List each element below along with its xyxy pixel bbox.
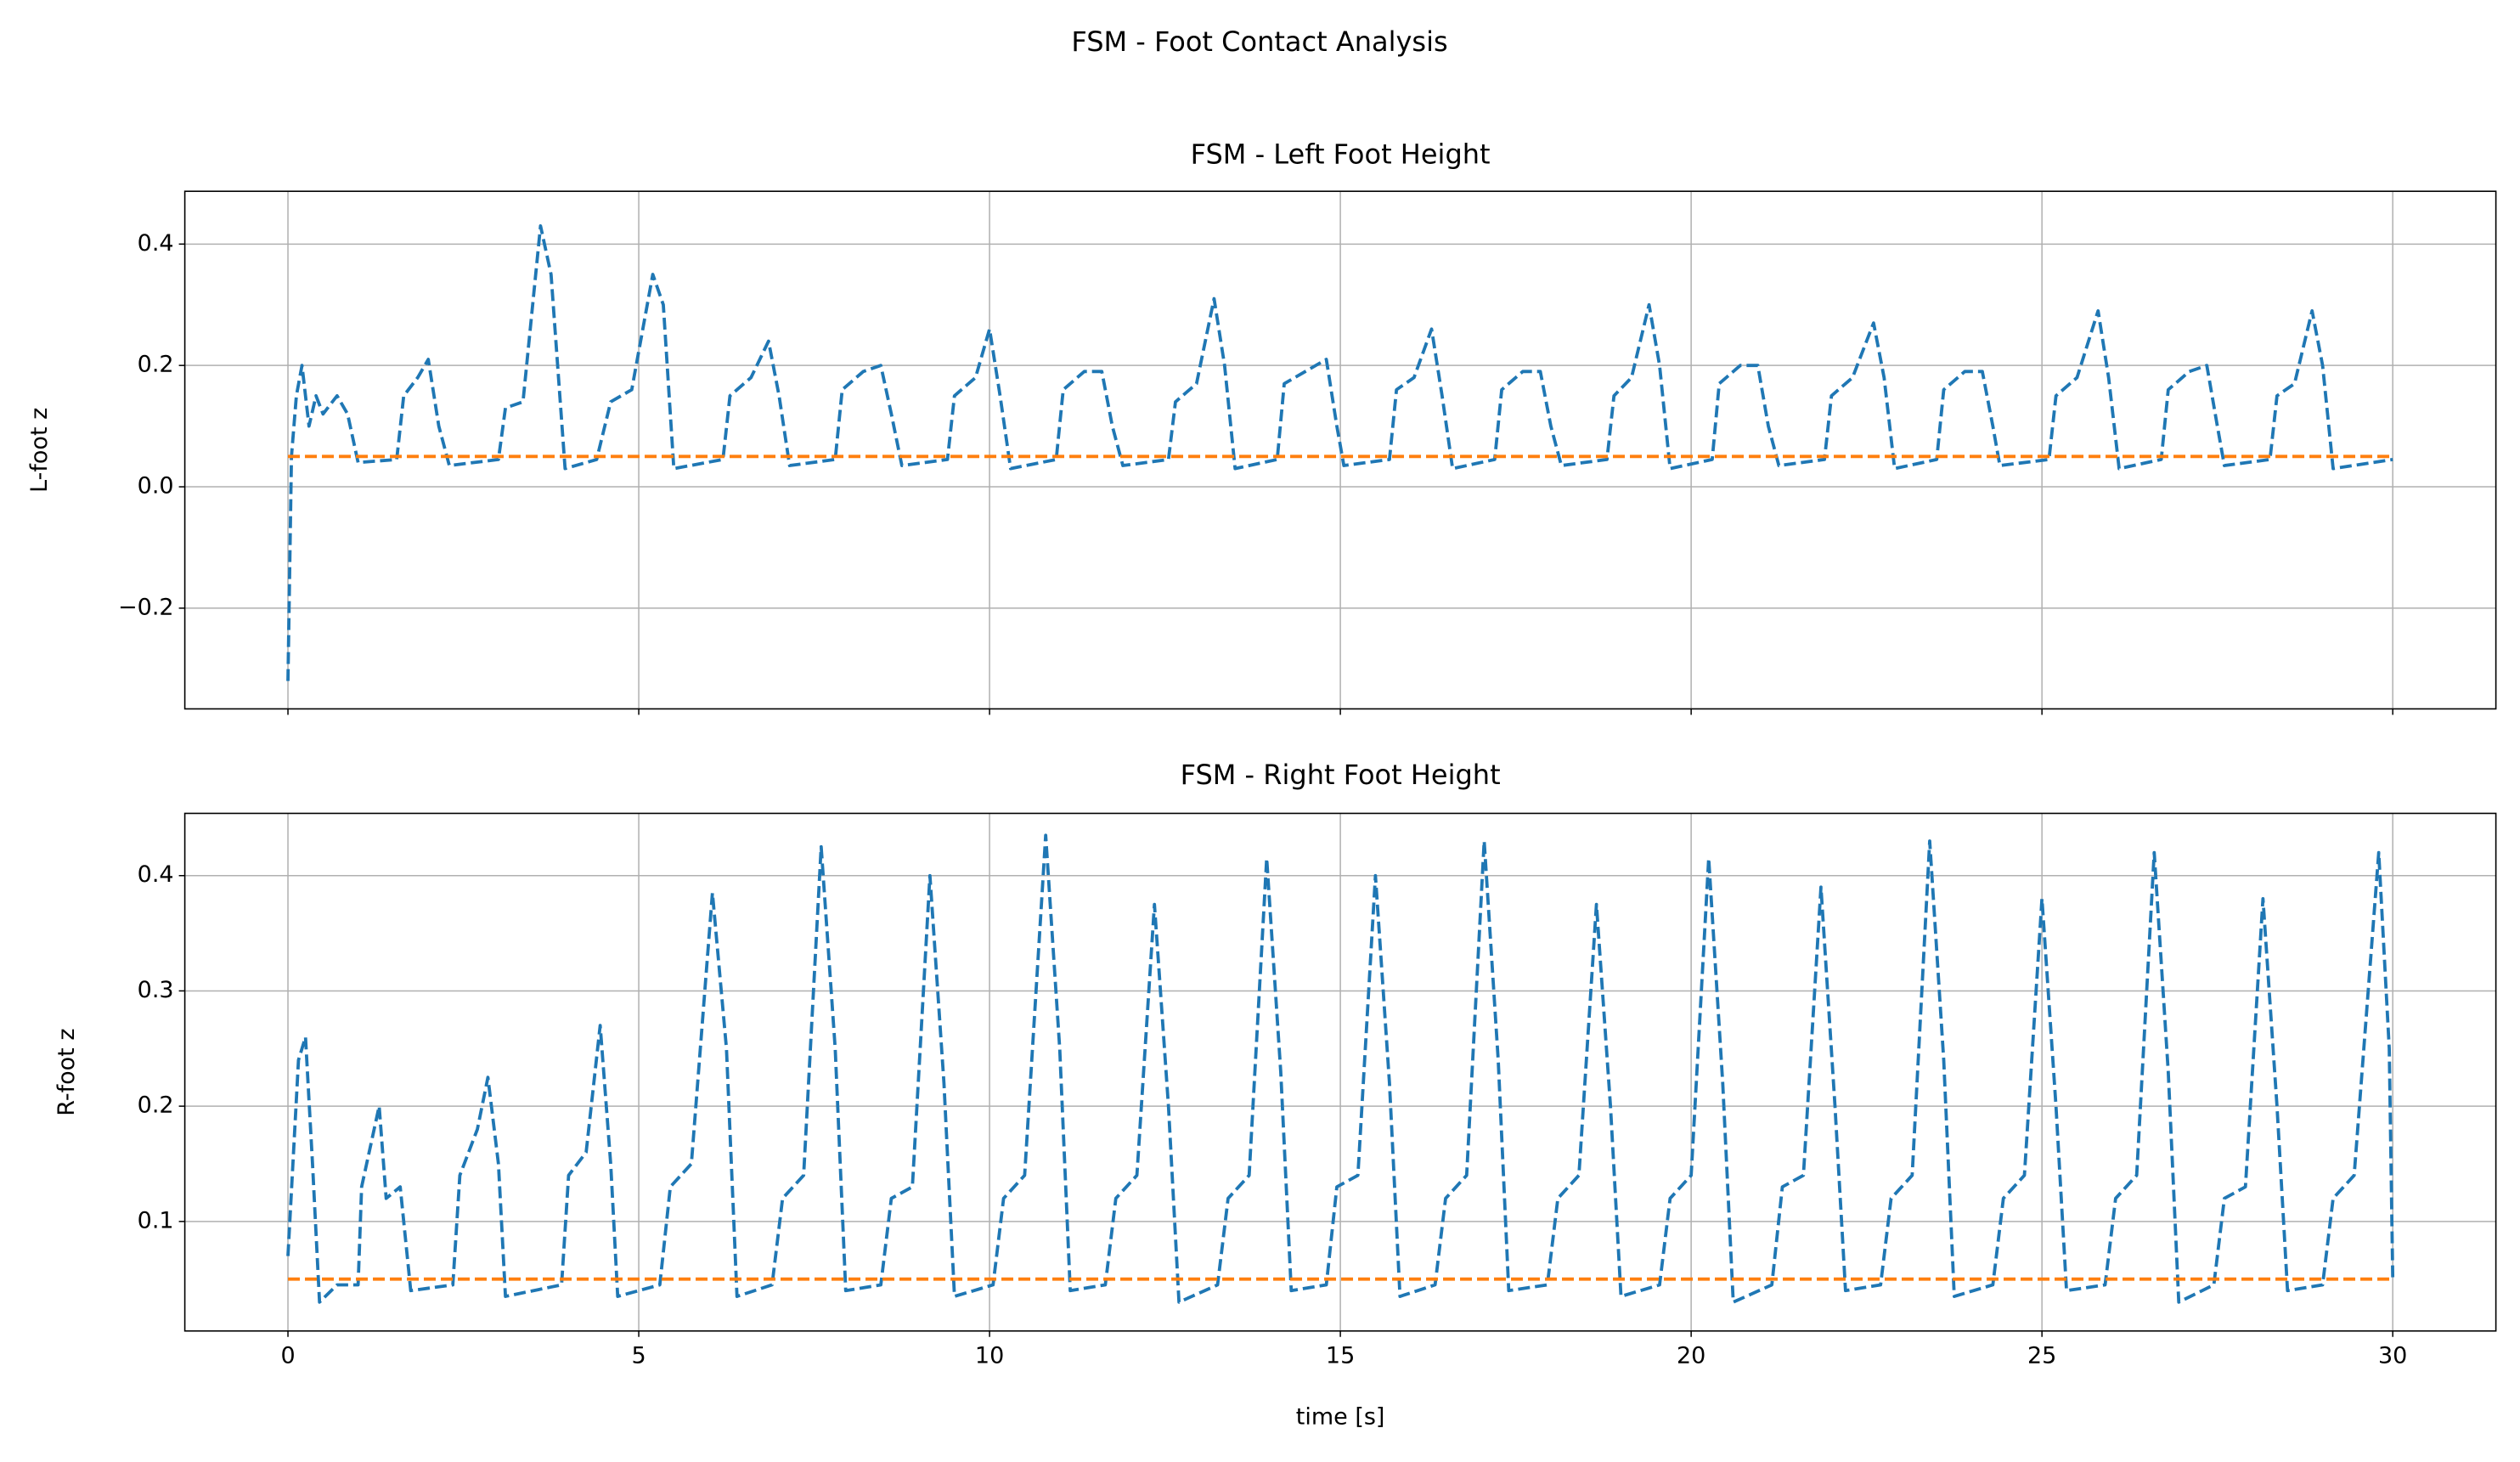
y-tick-label: 0.2: [138, 1092, 174, 1119]
y-tick-label: 0.1: [138, 1207, 174, 1233]
axes-title: FSM - Right Foot Height: [1181, 759, 1501, 791]
x-tick-label: 20: [1677, 1342, 1705, 1369]
data-line: [286, 833, 2395, 1304]
y-tick-label: 0.2: [138, 352, 174, 378]
y-tick-label: 0.0: [138, 473, 174, 500]
axes-frame: [183, 190, 2497, 710]
x-tick-label: 0: [280, 1342, 295, 1369]
x-tick-label: 25: [2027, 1342, 2056, 1369]
x-tick-label: 5: [631, 1342, 646, 1369]
y-tick-label: 0.4: [138, 230, 174, 257]
y-tick-label: −0.2: [118, 594, 174, 620]
x-tick-label: 30: [2378, 1342, 2407, 1369]
x-tick-label: 10: [975, 1342, 1004, 1369]
y-axis-label: R-foot z: [54, 1028, 80, 1115]
data-line: [286, 223, 2393, 681]
y-tick-label: 0.3: [138, 977, 174, 1003]
axes-title: FSM - Left Foot Height: [1191, 138, 1491, 171]
y-tick-label: 0.4: [138, 861, 174, 888]
x-axis-label: time [s]: [1296, 1403, 1385, 1430]
axes-frame: [183, 812, 2497, 1332]
x-tick-label: 15: [1326, 1342, 1355, 1369]
figure-title: FSM - Foot Contact Analysis: [1071, 25, 1447, 58]
y-axis-label: L-foot z: [26, 408, 53, 493]
